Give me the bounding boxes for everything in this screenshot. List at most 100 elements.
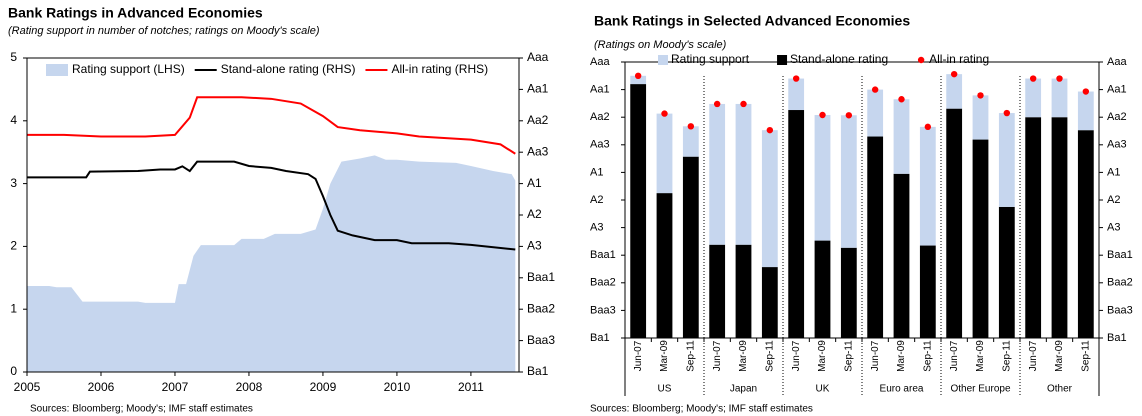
dot bbox=[1029, 75, 1037, 82]
dot bbox=[687, 123, 695, 130]
dot bbox=[740, 100, 747, 108]
bar bbox=[946, 74, 963, 109]
bar bbox=[867, 89, 884, 137]
y2-tick-label: Ba1 bbox=[527, 364, 549, 378]
y2-tick-label: Aa1 bbox=[527, 82, 549, 96]
y2-tick-label: Aaa bbox=[1107, 56, 1127, 68]
y2-tick-label: Baa1 bbox=[1107, 249, 1133, 261]
y2-tick-label: A3 bbox=[1107, 222, 1120, 234]
y-tick-label: A3 bbox=[590, 222, 603, 234]
legend-label: Rating support bbox=[671, 52, 750, 66]
bar bbox=[972, 139, 989, 338]
y2-tick-label: Aa3 bbox=[527, 144, 549, 158]
x-tick-label: Mar-09 bbox=[817, 340, 828, 372]
bar bbox=[814, 114, 831, 241]
bar bbox=[630, 84, 647, 338]
bar bbox=[1025, 78, 1042, 118]
bar bbox=[788, 78, 805, 111]
dot bbox=[871, 86, 879, 93]
x-tick-label: Sep-11 bbox=[764, 340, 775, 372]
bar bbox=[998, 206, 1015, 338]
dot bbox=[713, 100, 721, 108]
y2-tick-label: A3 bbox=[527, 239, 542, 253]
bar bbox=[761, 130, 778, 268]
y-tick-label: 5 bbox=[10, 50, 17, 64]
y2-tick-label: Aa1 bbox=[1107, 84, 1127, 96]
bar bbox=[998, 113, 1015, 207]
legend-label: Rating support (LHS) bbox=[72, 62, 185, 76]
x-tick-label: Sep-11 bbox=[922, 340, 933, 372]
bar bbox=[682, 156, 699, 338]
chart-subtitle: (Ratings on Moody's scale) bbox=[594, 39, 727, 51]
dot bbox=[950, 70, 958, 78]
y-tick-label: Baa1 bbox=[590, 249, 616, 261]
dot bbox=[845, 112, 853, 119]
y2-tick-label: Aa3 bbox=[1107, 139, 1127, 151]
y2-tick-label: Aa2 bbox=[1107, 111, 1127, 123]
x-tick-label: 2007 bbox=[162, 380, 189, 394]
bar bbox=[919, 126, 936, 246]
x-tick-label: 2008 bbox=[236, 380, 263, 394]
dot bbox=[1056, 75, 1063, 82]
bar bbox=[1077, 91, 1094, 131]
legend-label: Stand-alone rating bbox=[790, 52, 888, 66]
line bbox=[27, 160, 516, 251]
dot bbox=[898, 96, 905, 103]
x-tick-label: Jun-07 bbox=[1028, 340, 1039, 371]
x-tick-label: Jun-07 bbox=[633, 340, 644, 371]
source-note: Sources: Bloomberg; Moody's; IMF staff e… bbox=[30, 404, 253, 415]
bar bbox=[814, 240, 831, 338]
y-tick-label: Aa3 bbox=[590, 139, 610, 151]
x-tick-label: Mar-09 bbox=[896, 340, 907, 372]
x-tick-label: 2010 bbox=[384, 380, 411, 394]
area bbox=[27, 155, 516, 372]
dot bbox=[1082, 88, 1090, 95]
legend-swatch bbox=[917, 56, 925, 64]
bar bbox=[630, 75, 647, 85]
bar bbox=[840, 247, 857, 338]
legend-label: Stand-alone rating (RHS) bbox=[221, 62, 356, 76]
x-tick-label: 2011 bbox=[458, 380, 484, 394]
dot bbox=[634, 72, 642, 80]
y-tick-label: 2 bbox=[10, 239, 17, 253]
bar bbox=[761, 267, 778, 338]
dot bbox=[792, 75, 800, 82]
y-tick-label: Baa2 bbox=[590, 277, 616, 289]
bar bbox=[1051, 78, 1068, 118]
y-tick-label: 1 bbox=[10, 301, 17, 315]
group-label: US bbox=[658, 384, 672, 395]
bar bbox=[1077, 130, 1094, 338]
chart-title: Bank Ratings in Advanced Economies bbox=[8, 5, 263, 21]
bar bbox=[867, 136, 884, 338]
legend-label: All-in rating bbox=[929, 52, 989, 66]
y2-tick-label: Baa3 bbox=[1107, 304, 1133, 316]
x-tick-label: Mar-09 bbox=[1054, 340, 1065, 372]
y-tick-label: 3 bbox=[10, 176, 17, 190]
x-tick-label: Sep-11 bbox=[843, 340, 854, 372]
dot bbox=[819, 111, 826, 119]
y2-tick-label: Baa2 bbox=[1107, 277, 1133, 289]
y2-tick-label: Ba1 bbox=[1107, 332, 1127, 344]
y-tick-label: A1 bbox=[590, 166, 603, 178]
legend-swatch bbox=[777, 55, 788, 65]
legend-swatch bbox=[46, 64, 68, 76]
bar bbox=[972, 95, 989, 140]
y-tick-label: Aa2 bbox=[590, 111, 610, 123]
x-tick-label: Jun-07 bbox=[791, 340, 802, 371]
dot bbox=[1003, 109, 1011, 117]
y2-tick-label: A1 bbox=[1107, 166, 1120, 178]
dot bbox=[924, 123, 932, 131]
x-tick-label: Sep-11 bbox=[1080, 340, 1091, 372]
x-tick-label: Mar-09 bbox=[738, 340, 749, 372]
x-tick-label: 2009 bbox=[310, 380, 337, 394]
group-label: Other bbox=[1047, 384, 1073, 395]
y2-tick-label: Aa2 bbox=[527, 113, 549, 127]
chart-subtitle: (Rating support in number of notches; ra… bbox=[8, 25, 320, 37]
bar bbox=[893, 173, 910, 338]
bar bbox=[709, 244, 726, 338]
dot bbox=[977, 92, 984, 99]
bar bbox=[735, 103, 752, 245]
bar bbox=[788, 110, 805, 338]
y-tick-label: Aaa bbox=[590, 56, 610, 68]
